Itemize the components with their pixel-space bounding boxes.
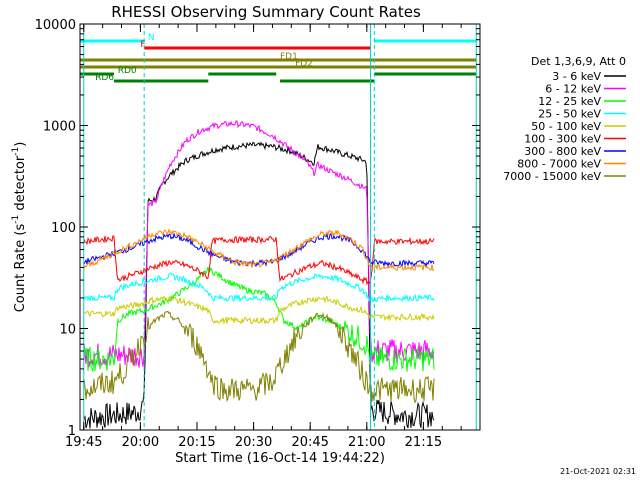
footer-timestamp: 21-Oct-2021 02:31 [560,467,636,476]
legend-entry-label: 300 - 800 keV [524,145,601,158]
observing-bar-label: FD2 [295,59,313,69]
observing-bar-n: N [80,33,477,43]
observing-bar-fd2: FD2 [80,59,477,69]
legend-entry-label: 7000 - 15000 keV [503,170,601,183]
observing-bar-label: FD1 [280,52,298,62]
x-tick-label: 20:00 [122,435,159,450]
observing-bar-label: F [140,40,145,50]
x-tick-label: 20:45 [291,435,328,450]
legend-entry-label: 50 - 100 keV [531,120,601,133]
series-line-7 [83,232,435,268]
series-group [83,120,435,429]
observing-bar-label: RD6 [95,73,114,83]
x-tick-label: 20:15 [178,435,215,450]
legend-entry-label: 800 - 7000 keV [517,158,601,171]
legend-title: Det 1,3,6,9, Att 0 [531,55,626,68]
y-tick-label: 10 [59,323,76,338]
y-axis-label-part: ) [13,142,28,147]
y-axis-label-part: -1 [11,215,21,224]
observing-bar-label: RD0 [118,66,137,76]
y-axis-label: Count Rate (s-1 detector-1) [11,142,28,313]
legend-entry-label: 100 - 300 keV [524,133,601,146]
observing-bar-rd0: RD0 [80,66,477,76]
series-line-4 [83,272,435,304]
observing-bar-rd6: RD6 [95,73,375,83]
y-tick-label: 10000 [35,18,76,33]
y-tick-label: 1000 [43,120,76,135]
y-axis-label-part: -1 [11,147,21,156]
plot-frame [79,23,481,431]
y-axis-label-part: Count Rate (s [13,224,28,313]
observing-bar-f: F [140,40,371,50]
y-axis-label-part: detector [13,155,28,215]
x-tick-label: 20:30 [235,435,272,450]
chart-title: RHESSI Observing Summary Count Rates [111,3,421,21]
x-tick-label: 21:15 [405,435,442,450]
legend-entry-label: 25 - 50 keV [538,108,601,121]
series-line-6 [83,234,435,286]
series-line-3 [83,266,435,372]
legend-entry-label: 6 - 12 keV [545,83,601,96]
x-tick-label: 21:00 [348,435,385,450]
series-line-1 [83,141,435,429]
y-tick-label: 100 [51,221,76,236]
legend-entry-label: 12 - 25 keV [538,95,601,108]
x-axis-label: Start Time (16-Oct-14 19:44:22) [175,451,385,466]
y-tick-label: 1 [68,424,76,439]
observing-bar-fd1: FD1 [80,52,477,62]
series-line-9 [83,311,435,404]
series-line-5 [83,295,435,325]
observing-bar-label: N [148,33,155,43]
x-tick-label: 19:45 [65,435,102,450]
series-line-8 [83,228,435,272]
legend-entry-label: 3 - 6 keV [552,70,601,83]
